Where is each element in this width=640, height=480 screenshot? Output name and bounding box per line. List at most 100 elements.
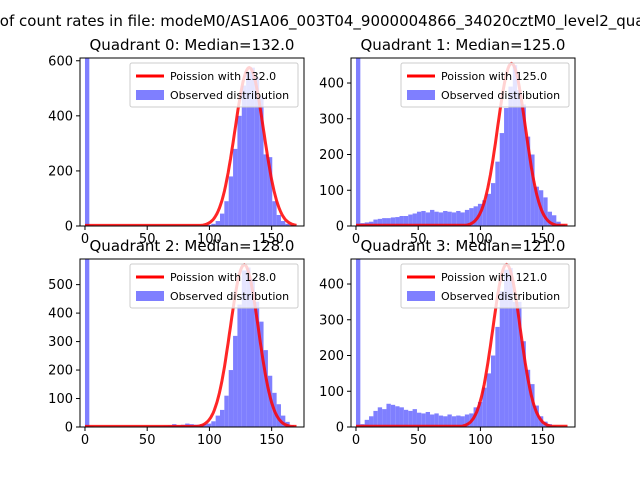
histogram-bar: [517, 90, 522, 226]
y-tick-label: 200: [319, 349, 344, 364]
y-tick-label: 600: [48, 54, 73, 69]
histogram-bar: [473, 206, 478, 226]
histogram-bar: [416, 211, 422, 226]
histogram-bar: [491, 183, 496, 226]
legend-label-poisson: Poission with 121.0: [441, 271, 547, 284]
histogram-bar: [434, 211, 439, 226]
histogram-bar: [250, 67, 255, 226]
histogram-bar: [246, 267, 251, 427]
histogram-bar: [460, 212, 465, 226]
x-tick-label: 100: [468, 232, 493, 247]
y-tick-label: 0: [65, 421, 73, 436]
histogram-bar: [355, 259, 361, 427]
histogram-bar: [395, 217, 400, 226]
histogram-bar: [263, 154, 268, 226]
y-tick-label: 200: [48, 364, 73, 379]
x-tick-label: 0: [352, 433, 360, 448]
x-tick-label: 50: [139, 232, 156, 247]
x-tick-label: 0: [81, 433, 89, 448]
histogram-bar: [482, 387, 487, 427]
histogram-bar: [551, 215, 557, 226]
histogram-bar: [495, 326, 500, 427]
histogram-bar: [241, 270, 247, 427]
histogram-bar: [390, 217, 396, 226]
legend-bar-swatch: [136, 90, 164, 100]
y-tick-label: 300: [319, 112, 344, 127]
histogram-bar: [495, 161, 500, 226]
histogram-bar: [447, 211, 452, 226]
histogram-bar: [259, 96, 264, 226]
x-tick-label: 50: [139, 433, 156, 448]
histogram-bar: [211, 223, 216, 226]
histogram-bar: [369, 416, 374, 427]
histogram-bar: [263, 350, 268, 427]
poisson-curve: [85, 263, 297, 427]
histogram-bar: [464, 414, 470, 427]
histogram-bar: [254, 77, 260, 226]
histogram-bar: [237, 115, 242, 226]
histogram-bar: [233, 335, 238, 427]
histogram-bar: [434, 413, 439, 427]
x-tick-label: 150: [259, 433, 284, 448]
y-tick-label: 0: [65, 220, 73, 235]
axes-frame: [79, 258, 305, 428]
legend-bar-swatch: [136, 291, 164, 301]
quadrant-3-panel: 0 50 100 150 0 100 200 300 400 Quadrant 3: Median…: [319, 237, 576, 448]
histogram-bar: [267, 157, 273, 226]
histogram-bar: [499, 291, 505, 427]
histogram-bar: [499, 133, 505, 226]
histogram-bar: [373, 219, 378, 226]
histogram-bar: [403, 409, 409, 427]
histogram-bar: [377, 407, 383, 427]
histogram-bar: [399, 215, 404, 226]
legend-bar-swatch: [407, 90, 435, 100]
x-tick-label: 100: [197, 433, 222, 448]
legend-label-poisson: Poission with 128.0: [170, 271, 276, 284]
histogram-bar: [512, 301, 518, 427]
histogram-bar: [246, 71, 251, 226]
histogram-bar: [228, 176, 234, 226]
histogram-bar: [220, 409, 225, 427]
legend-label-observed: Observed distribution: [441, 290, 560, 303]
histogram-bar: [233, 148, 238, 226]
histogram-bar: [416, 412, 422, 427]
histogram-bar: [382, 218, 387, 226]
histogram-bar: [464, 209, 470, 226]
histogram-bar: [382, 409, 387, 427]
axes-frame: [350, 258, 576, 428]
y-tick-label: 300: [48, 335, 73, 350]
histogram-bar: [241, 85, 247, 226]
histogram-bar: [421, 413, 426, 427]
histogram-bar: [456, 210, 461, 226]
quadrant-0-panel: 0 50 100 150 0 200 400 600 Quadrant 0: Median=13…: [48, 36, 305, 247]
histogram-bar: [530, 384, 535, 427]
histogram-bar: [525, 369, 531, 427]
histogram-bar: [215, 415, 220, 427]
histogram-bar: [547, 211, 552, 226]
histogram-bar: [408, 214, 413, 226]
y-tick-label: 100: [48, 392, 73, 407]
histogram-bar: [408, 410, 413, 427]
histogram-bar: [504, 108, 509, 226]
axes-frame: [350, 57, 576, 227]
histogram-bar: [280, 221, 286, 226]
histogram-bar: [395, 406, 400, 427]
histogram-bar: [220, 213, 225, 226]
x-tick-label: 150: [530, 433, 555, 448]
histogram-bar: [512, 65, 518, 226]
histogram-bar: [84, 58, 90, 226]
histogram-bar: [280, 415, 286, 427]
histogram-bar: [534, 405, 539, 427]
histogram-bar: [438, 212, 444, 226]
histogram-bar: [276, 214, 281, 226]
quadrant-title: Quadrant 2: Median=128.0: [90, 237, 295, 255]
histogram-bar: [206, 423, 212, 427]
histogram-bar: [364, 419, 370, 427]
x-tick-label: 100: [468, 433, 493, 448]
y-tick-label: 200: [48, 164, 73, 179]
y-tick-label: 300: [319, 313, 344, 328]
histogram-bar: [482, 200, 487, 226]
axes-frame: [79, 57, 305, 227]
histogram-bar: [237, 304, 242, 427]
